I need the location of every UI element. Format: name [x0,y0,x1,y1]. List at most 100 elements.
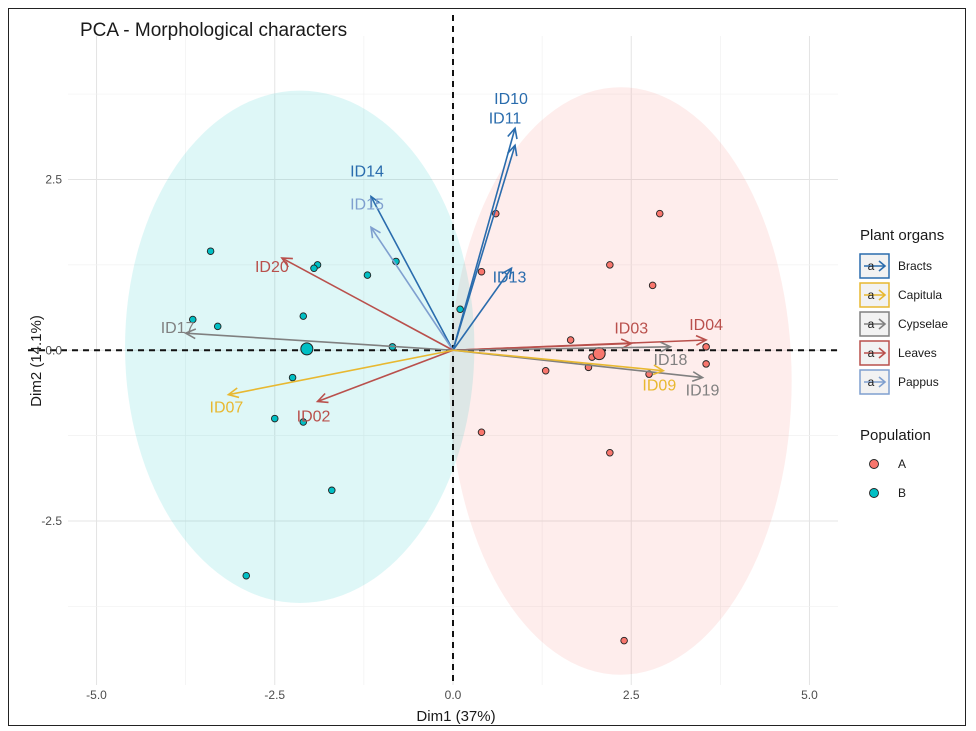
legend-population: Population A B [860,427,931,500]
y-tick-label: -2.5 [41,514,62,528]
point-population-A [656,209,664,218]
point-population-B [288,373,297,382]
ellipse-population-A [449,87,792,675]
arrow-ID18 [452,346,671,352]
arrowhead-ID15 [369,225,381,239]
legend-key-arrowhead [878,260,887,272]
centroid-population-A [592,347,606,361]
legend-key-arrowhead [878,376,887,388]
point-population-A [477,428,486,436]
arrowhead-ID09 [652,364,666,376]
point-population-A [477,267,486,276]
arrowhead-ID19 [691,371,705,383]
point-population-B [271,414,279,423]
point-population-A [648,281,657,290]
legend-label-leaves: Leaves [898,346,937,360]
point-population-B [299,418,308,426]
confidence-ellipses [125,87,792,675]
point-population-A [606,261,614,269]
legend-dot-A [869,459,879,469]
arrowhead-ID17 [183,328,197,340]
label-ID10: ID10 [494,91,528,108]
x-tick-label: -2.5 [264,688,285,702]
label-ID17: ID17 [161,320,195,337]
arrowhead-ID20 [280,257,293,268]
legend-label-bracts: Bracts [898,259,932,273]
arrowhead-ID13 [501,266,513,280]
x-tick-label: 0.0 [445,688,462,702]
legend-label-capitula: Capitula [898,288,942,302]
legend-label-cypselae: Cypselae [898,317,948,331]
point-population-B [299,312,308,320]
point-population-B [310,264,318,273]
point-population-B [189,315,197,324]
point-population-A [620,636,628,645]
legend-key-arrowhead [878,289,887,301]
label-ID19: ID19 [686,383,720,400]
legend-label-pappus: Pappus [898,375,939,389]
arrowhead-ID14 [370,194,381,208]
point-population-B [206,247,215,255]
arrowhead-ID07 [226,387,240,399]
legend-key-letter: a [868,317,875,331]
arrow-ID17 [185,332,454,352]
ellipse-population-B [125,90,475,604]
point-population-A [566,336,575,344]
legend-label-A: A [898,457,906,471]
x-tick-label: -5.0 [86,688,107,702]
legend-dot-B [869,488,879,498]
y-tick-label: 0.0 [45,343,62,357]
arrow-ID20 [281,257,454,351]
arrow-ID11 [452,145,516,351]
centroid-population-B [300,342,314,356]
arrow-ID04 [452,339,707,352]
legend-key-arrowhead [878,318,887,330]
point-population-B [328,486,336,495]
label-ID09: ID09 [642,378,676,395]
y-tick-labels: -2.5 0.0 2.5 [41,172,62,528]
arrowhead-ID02 [315,392,329,404]
legend-key-letter: a [868,259,875,273]
x-tick-labels: -5.0 -2.5 0.0 2.5 5.0 [86,688,818,702]
arrow-ID13 [452,267,513,351]
legend-label-B: B [898,486,906,500]
y-tick-label: 2.5 [45,172,62,186]
label-ID18: ID18 [654,352,688,369]
arrow-ID07 [228,349,454,396]
variable-arrows: ID10 ID11 ID14 ID13 ID15 ID20 ID03 ID04 ID02 ID17… [161,91,723,425]
label-ID07: ID07 [210,400,244,417]
legend-population-title: Population [860,427,931,444]
point-population-B [242,571,250,580]
point-population-B [456,305,464,314]
label-ID03: ID03 [614,320,648,337]
point-population-A [702,360,710,368]
label-ID13: ID13 [493,269,527,286]
legend-key-letter: a [868,288,875,302]
point-population-A [606,448,614,457]
arrow-ID15 [370,226,454,351]
legend-key-letter: a [868,375,875,389]
arrowhead-ID11 [506,143,518,157]
point-population-A [702,343,710,351]
y-axis-label: Dim2 (14.1%) [28,315,45,407]
label-ID04: ID04 [689,317,723,334]
point-population-A [541,366,550,375]
arrow-ID09 [452,349,664,372]
label-ID15: ID15 [350,196,384,213]
label-ID14: ID14 [350,164,384,181]
x-tick-label: 5.0 [801,688,818,702]
arrow-ID10 [452,128,516,351]
point-population-B [363,271,372,279]
label-ID11: ID11 [489,110,522,127]
x-axis-label: Dim1 (37%) [416,708,495,725]
legend-key-arrowhead [878,347,887,359]
arrowhead-ID04 [695,334,708,346]
legend-plant-organs: Plant organs a Bracts a Capitula a Cypselae a Le… [859,227,948,395]
arrowhead-ID10 [507,126,518,140]
arrow-ID02 [317,349,454,403]
x-tick-label: 2.5 [623,688,640,702]
label-ID02: ID02 [297,408,331,425]
point-population-B [213,322,222,331]
legend-organs-title: Plant organs [860,227,944,244]
